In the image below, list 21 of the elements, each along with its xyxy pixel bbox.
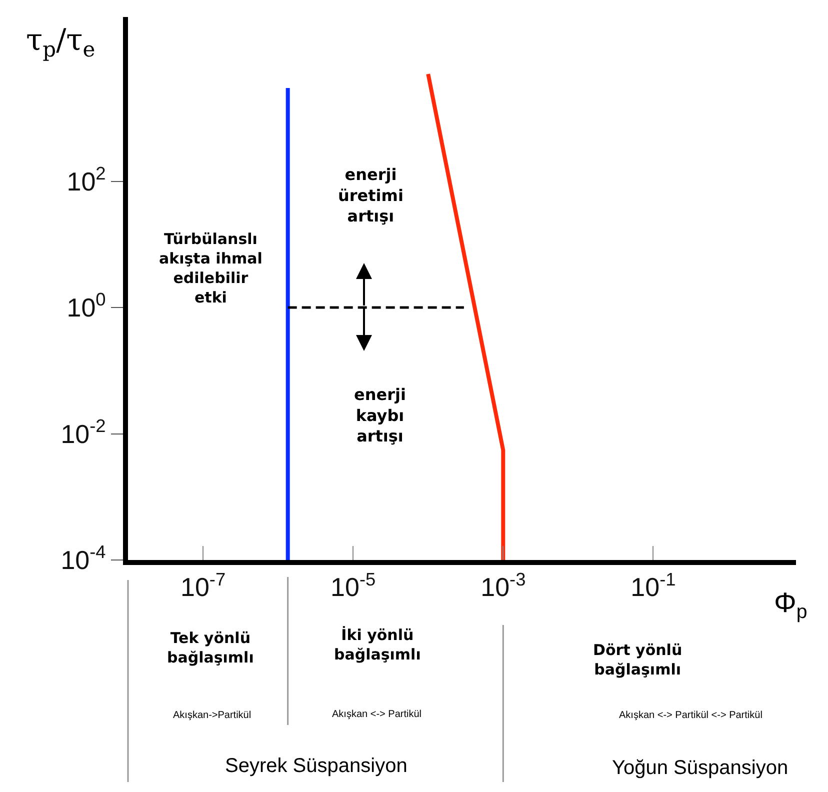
text: Akışkan <-> Partikül <-> Partikül <box>619 710 762 721</box>
x-tick-label: 10$^{-3}$ <box>480 569 526 602</box>
y-tick-label: 10$^{-2}$ <box>60 416 106 449</box>
x-tick-label: 10$^{-1}$ <box>630 569 676 602</box>
annotation: enerji üretimi artışı <box>338 165 404 226</box>
text: Seyrek Süspansiyon <box>225 755 408 777</box>
x-axis-title: Φ$_{p}$ <box>774 587 808 623</box>
annotation: Türbülanslı akışta ihmal edilebilir etki <box>159 230 262 306</box>
y-tick-label: 10$^{-4}$ <box>60 542 106 576</box>
text: Tek yönlü bağlaşımlı <box>167 629 254 666</box>
text: Dört yönlü bağlaşımlı <box>593 641 682 678</box>
text: İki yönlü bağlaşımlı <box>334 626 421 664</box>
annotation: enerji kaybı artışı <box>354 385 406 446</box>
x-tick-label: 10$^{-5}$ <box>330 569 376 602</box>
y-tick-label: 10$^{0}$ <box>66 290 106 323</box>
y-axis-title: τ$_{p}$/τ$_{e}$ <box>26 23 96 62</box>
text: Yoğun Süspansiyon <box>612 757 788 779</box>
y-tick-label: 10$^{2}$ <box>66 163 106 196</box>
text: Akışkan <-> Partikül <box>332 709 422 720</box>
x-tick-label: 10$^{-7}$ <box>180 569 226 602</box>
text: Akışkan->Partikül <box>173 710 252 721</box>
